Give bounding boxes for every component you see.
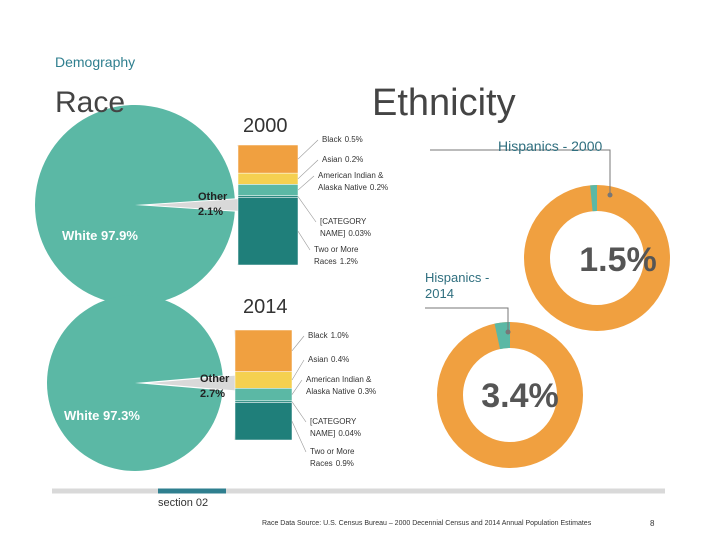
data-label: Black 0.5%: [322, 134, 402, 146]
source-note: Race Data Source: U.S. Census Bureau – 2…: [262, 520, 592, 527]
leader-dot: [505, 329, 511, 335]
category-name: Two or More Races: [314, 245, 359, 266]
chart-title: 2014: [243, 296, 288, 318]
leader-dot: [607, 192, 613, 198]
page-number: 8: [650, 519, 655, 528]
data-label: Two or More Races 1.2%: [314, 244, 384, 268]
bar-segment: [237, 172, 299, 185]
value-label: 0.5%: [344, 135, 363, 144]
category-name: [CATEGORY NAME]: [320, 217, 367, 238]
value-label: 3.4%: [481, 377, 559, 415]
chart-title: Hispanics - 2014: [425, 270, 490, 301]
data-label: American Indian & Alaska Native 0.3%: [306, 374, 378, 398]
label-leader: [291, 421, 307, 453]
category-name: [CATEGORY NAME]: [310, 417, 357, 438]
value-label: 1.5%: [579, 241, 657, 279]
label-leader: [297, 175, 315, 191]
label-leader: [297, 159, 319, 180]
category-name: American Indian & Alaska Native: [306, 375, 372, 396]
title-leader: [430, 149, 611, 195]
bar-segment: [234, 371, 293, 389]
donut-slice: [494, 322, 511, 350]
data-label: Black 1.0%: [308, 330, 349, 342]
bar-segment: [237, 197, 299, 266]
chart-title: Hispanics - 2000: [498, 138, 603, 154]
category-name: Black: [322, 135, 342, 144]
value-label: 0.2%: [369, 183, 389, 192]
category-name: White: [64, 408, 100, 423]
bar-segment: [237, 195, 299, 198]
label-leader: [291, 379, 303, 395]
chart-title: 2000: [243, 115, 288, 137]
value-label: 1.0%: [330, 331, 349, 340]
data-label: Other 2.7%: [200, 372, 236, 402]
value-label: 0.2%: [345, 155, 364, 164]
bar-segment: [234, 329, 293, 372]
data-label: Asian 0.4%: [308, 354, 368, 366]
data-label: [CATEGORY NAME] 0.04%: [310, 416, 400, 440]
value-label: 97.3%: [103, 408, 140, 423]
value-label: 2.7%: [200, 388, 226, 400]
data-label: [CATEGORY NAME] 0.03%: [320, 216, 410, 240]
value-label: 2.1%: [198, 206, 224, 218]
pie-slice: [149, 375, 238, 391]
pie-slice: [35, 104, 235, 305]
value-label: 0.9%: [335, 459, 354, 468]
value-label: 0.3%: [357, 387, 377, 396]
value-label: 0.03%: [348, 229, 372, 238]
data-label: White 97.9%: [62, 228, 138, 243]
label-leader: [297, 139, 319, 160]
category-name: Other: [198, 191, 228, 203]
bar-segment: [237, 184, 299, 196]
data-label: American Indian & Alaska Native 0.2%: [318, 170, 390, 194]
ethnicity-title: Ethnicity: [372, 82, 516, 124]
category-name: Asian: [322, 155, 343, 164]
category-name: White: [62, 228, 98, 243]
data-label: Other 2.1%: [198, 190, 234, 220]
label-leader: [291, 335, 305, 352]
pie-slice: [47, 295, 223, 472]
category-name: Other: [200, 373, 230, 385]
bar-segment: [234, 388, 293, 402]
label-leader: [291, 359, 305, 381]
pie-slice: [149, 198, 249, 212]
value-label: 0.04%: [338, 429, 362, 438]
category-name: American Indian & Alaska Native: [318, 171, 384, 192]
label-leader: [297, 196, 317, 223]
data-label: Two or More Races 0.9%: [310, 446, 400, 470]
value-label: 1.2%: [339, 257, 358, 266]
label-leader: [291, 401, 307, 423]
kicker: Demography: [55, 54, 136, 70]
bar-segment: [234, 402, 293, 441]
section-label: section 02: [158, 497, 209, 509]
race-title: Race: [55, 86, 126, 119]
data-label: White 97.3%: [64, 408, 140, 423]
value-label: 0.4%: [331, 355, 350, 364]
category-name: Two or More Races: [310, 447, 355, 468]
value-label: 97.9%: [101, 228, 138, 243]
data-label: Asian 0.2%: [322, 154, 402, 166]
category-name: Black: [308, 331, 328, 340]
label-leader: [297, 231, 311, 251]
bar-segment: [237, 144, 299, 174]
category-name: Asian: [308, 355, 329, 364]
title-leader: [425, 307, 509, 332]
